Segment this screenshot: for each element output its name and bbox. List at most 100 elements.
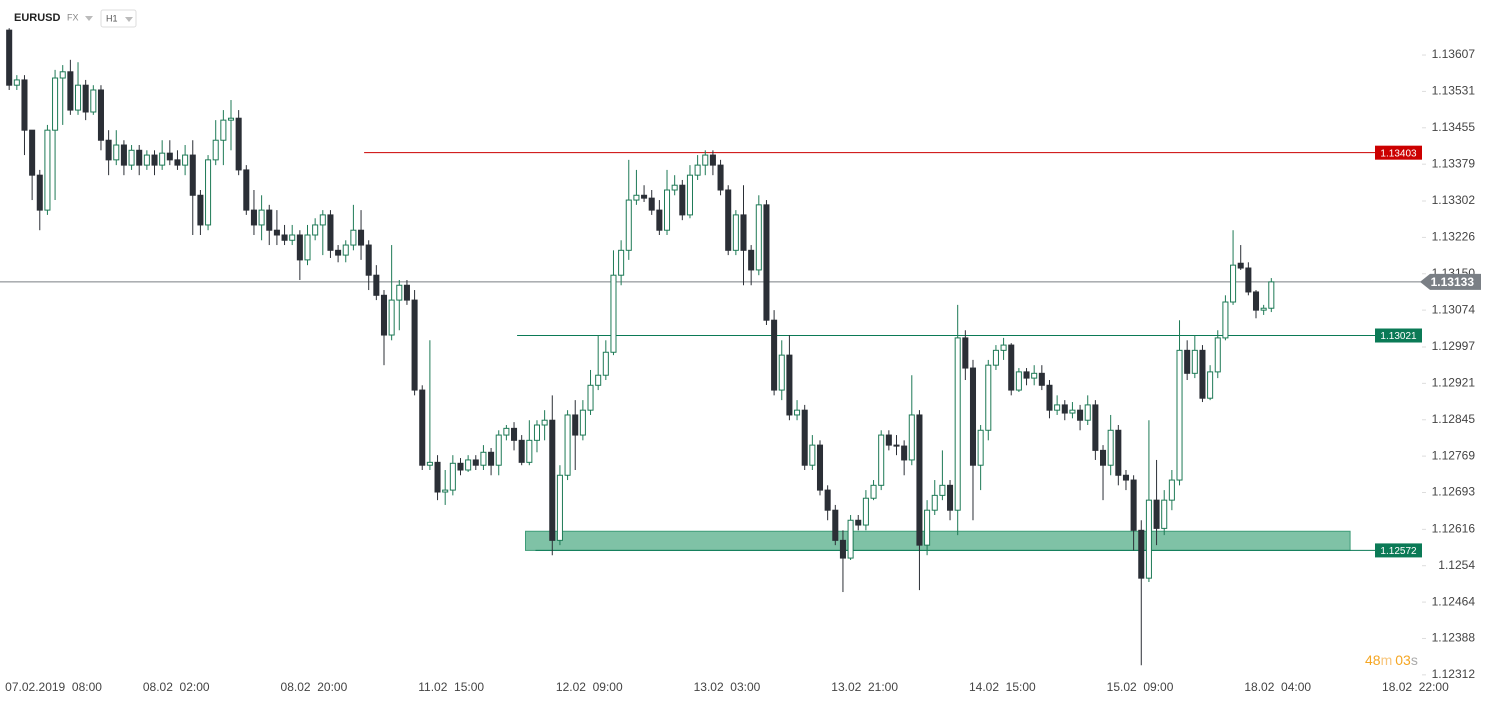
support-zone [525, 530, 1351, 551]
candle-body [725, 189, 732, 251]
candle-body [992, 349, 999, 366]
candle-body [296, 234, 303, 261]
candle-body [947, 484, 954, 511]
y-tick-label: 1.13379 [1432, 156, 1476, 170]
candle-body [350, 229, 357, 246]
candle-body [595, 374, 602, 386]
candle-body [1161, 499, 1168, 529]
y-tick-label: 1.13455 [1432, 120, 1476, 134]
level-tag [1375, 328, 1422, 343]
candle-body [1176, 349, 1183, 481]
candle-body [526, 439, 533, 463]
y-tick-label: 1.12921 [1432, 376, 1476, 390]
candle-body [1015, 371, 1022, 391]
candle-body [67, 71, 74, 111]
y-tick-label: 1.12769 [1432, 448, 1476, 462]
candle-body [120, 144, 127, 166]
candle-body [442, 489, 449, 493]
candle-body [166, 152, 173, 161]
interval-selector[interactable] [100, 9, 137, 28]
candle-body [97, 89, 104, 141]
candle-body [755, 204, 762, 271]
candle-body [740, 214, 747, 251]
interval-dropdown-arrow[interactable] [125, 17, 133, 22]
candle-body [931, 494, 938, 511]
candle-body [541, 419, 548, 426]
candle-body [786, 354, 793, 416]
candle-body [495, 434, 502, 466]
candle-body [832, 509, 839, 541]
candle-body [36, 174, 43, 211]
countdown-seconds: 03 [1395, 652, 1411, 668]
candle-body [1207, 371, 1214, 399]
candle-body [610, 274, 617, 353]
candle-body [52, 77, 59, 131]
candle-body [1038, 372, 1045, 386]
y-tick-label: 1.1254 [1438, 558, 1475, 572]
candle-body [1023, 371, 1030, 379]
candle-body [128, 149, 135, 166]
candle-body [1222, 301, 1229, 339]
candle-body [924, 509, 931, 546]
candle-body [380, 294, 388, 336]
candle-body [533, 424, 541, 441]
candle-body [197, 194, 204, 226]
level-tag [1375, 145, 1422, 160]
interval[interactable]: H1 [106, 13, 118, 23]
candle-body [174, 159, 181, 166]
countdown-seconds-unit: s [1411, 652, 1418, 668]
candle-body [1184, 349, 1191, 374]
candle-body [403, 284, 410, 301]
candle-body [855, 519, 862, 526]
candle-body [694, 164, 701, 176]
x-tick-label: 08.02 20:00 [281, 680, 348, 694]
candle-body [1245, 267, 1252, 293]
x-tick-label: 18.02 04:00 [1244, 680, 1311, 694]
x-tick-label: 13.02 03:00 [694, 680, 761, 694]
candle-body [189, 154, 196, 196]
candle-body [985, 364, 992, 431]
market[interactable]: FX [67, 12, 79, 22]
candle-body [29, 129, 36, 176]
x-tick-label: 15.02 09:00 [1107, 680, 1174, 694]
market-dropdown-arrow[interactable] [85, 16, 93, 21]
candle-body [511, 427, 518, 441]
candle-body [212, 139, 219, 161]
candle-body [1214, 337, 1221, 373]
candle-body [434, 461, 441, 493]
candle-body [1100, 449, 1107, 466]
countdown: 48m 03s [1365, 652, 1418, 668]
candle-body [488, 451, 495, 466]
candle-body [549, 419, 556, 541]
candle-body [243, 169, 250, 211]
candle-body [748, 249, 755, 271]
symbol[interactable]: EURUSD [14, 12, 61, 24]
y-tick-label: 1.12845 [1432, 412, 1476, 426]
y-tick-label: 1.12616 [1432, 522, 1476, 536]
x-tick-label: 07.02.2019 08:00 [5, 680, 102, 694]
candle-body [763, 204, 770, 321]
candle-body [82, 84, 89, 113]
candle-body [1168, 479, 1175, 501]
current-price-tag [1420, 273, 1481, 290]
x-tick-label: 14.02 15:00 [969, 680, 1036, 694]
candle-body [885, 434, 892, 446]
countdown-minutes: 48 [1365, 652, 1381, 668]
candle-body [411, 299, 418, 391]
candle-body [1077, 409, 1084, 421]
candle-body [969, 367, 977, 466]
candle-body [143, 154, 150, 166]
candle-body [13, 79, 20, 86]
candle-body [702, 154, 709, 166]
candle-body [648, 197, 655, 211]
candle-body [1199, 349, 1206, 399]
candle-body [1153, 499, 1160, 529]
candle-body [625, 199, 632, 251]
candle-body [1031, 372, 1038, 379]
candle-body [105, 139, 112, 161]
candle-body [1145, 499, 1152, 579]
candle-body [472, 459, 479, 466]
candle-body [1138, 529, 1145, 579]
candle-body [480, 451, 487, 466]
